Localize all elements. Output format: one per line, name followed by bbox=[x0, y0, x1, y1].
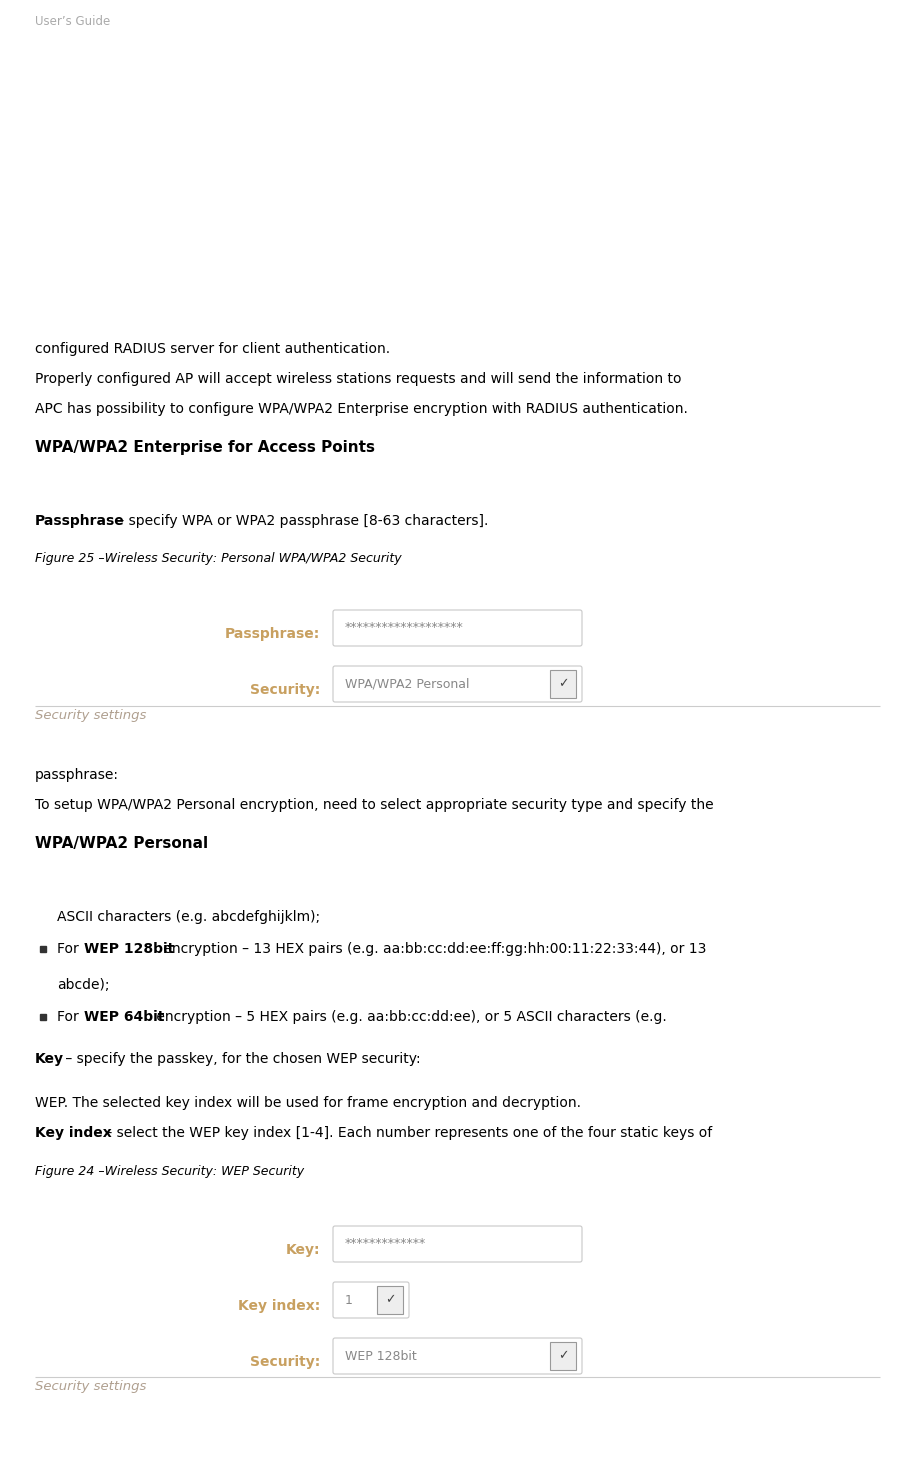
Text: Passphrase: Passphrase bbox=[35, 514, 125, 528]
Text: encryption – 5 HEX pairs (e.g. aa:bb:cc:dd:ee), or 5 ASCII characters (e.g.: encryption – 5 HEX pairs (e.g. aa:bb:cc:… bbox=[152, 1010, 667, 1025]
Text: User’s Guide: User’s Guide bbox=[35, 15, 110, 28]
Text: ✓: ✓ bbox=[384, 1294, 395, 1307]
Text: ✓: ✓ bbox=[558, 1350, 568, 1363]
Text: ASCII characters (e.g. abcdefghijklm);: ASCII characters (e.g. abcdefghijklm); bbox=[57, 910, 320, 924]
Text: 1: 1 bbox=[345, 1294, 357, 1307]
Text: configured RADIUS server for client authentication.: configured RADIUS server for client auth… bbox=[35, 342, 390, 356]
Text: WEP 128bit: WEP 128bit bbox=[345, 1350, 416, 1363]
Text: Key: Key bbox=[35, 1052, 64, 1066]
Text: For: For bbox=[57, 942, 83, 955]
FancyBboxPatch shape bbox=[333, 1338, 582, 1373]
Text: WEP 64bit: WEP 64bit bbox=[84, 1010, 164, 1025]
Text: abcde);: abcde); bbox=[57, 977, 109, 992]
Text: To setup WPA/WPA2 Personal encryption, need to select appropriate security type : To setup WPA/WPA2 Personal encryption, n… bbox=[35, 798, 713, 813]
Text: For: For bbox=[57, 1010, 83, 1025]
FancyBboxPatch shape bbox=[550, 1342, 576, 1370]
Text: Passphrase:: Passphrase: bbox=[225, 627, 320, 640]
FancyBboxPatch shape bbox=[550, 670, 576, 698]
Text: WPA/WPA2 Personal: WPA/WPA2 Personal bbox=[345, 677, 469, 690]
Text: WPA/WPA2 Enterprise for Access Points: WPA/WPA2 Enterprise for Access Points bbox=[35, 440, 375, 455]
Text: WEP. The selected key index will be used for frame encryption and decryption.: WEP. The selected key index will be used… bbox=[35, 1097, 581, 1110]
Text: – specify the passkey, for the chosen WEP security:: – specify the passkey, for the chosen WE… bbox=[61, 1052, 421, 1066]
Text: Security:: Security: bbox=[250, 683, 320, 698]
Text: encryption – 13 HEX pairs (e.g. aa:bb:cc:dd:ee:ff:gg:hh:00:11:22:33:44), or 13: encryption – 13 HEX pairs (e.g. aa:bb:cc… bbox=[159, 942, 706, 955]
Text: Properly configured AP will accept wireless stations requests and will send the : Properly configured AP will accept wirel… bbox=[35, 372, 681, 386]
Text: Security settings: Security settings bbox=[35, 1381, 147, 1393]
Text: WPA/WPA2 Personal: WPA/WPA2 Personal bbox=[35, 836, 208, 851]
Text: Figure 25 –Wireless Security: Personal WPA/WPA2 Security: Figure 25 –Wireless Security: Personal W… bbox=[35, 552, 402, 565]
Text: Figure 24 –Wireless Security: WEP Security: Figure 24 –Wireless Security: WEP Securi… bbox=[35, 1164, 304, 1178]
Text: Key index:: Key index: bbox=[238, 1298, 320, 1313]
FancyBboxPatch shape bbox=[333, 609, 582, 646]
Text: ✓: ✓ bbox=[558, 677, 568, 690]
Text: – specify WPA or WPA2 passphrase [8-63 characters].: – specify WPA or WPA2 passphrase [8-63 c… bbox=[113, 514, 488, 528]
Text: *************: ************* bbox=[345, 1238, 426, 1251]
Text: passphrase:: passphrase: bbox=[35, 768, 119, 782]
Text: Key:: Key: bbox=[285, 1242, 320, 1257]
Text: Security settings: Security settings bbox=[35, 710, 147, 721]
Text: Key index: Key index bbox=[35, 1126, 112, 1139]
Text: WEP 128bit: WEP 128bit bbox=[84, 942, 174, 955]
FancyBboxPatch shape bbox=[377, 1287, 403, 1314]
FancyBboxPatch shape bbox=[333, 1282, 409, 1317]
Text: APC has possibility to configure WPA/WPA2 Enterprise encryption with RADIUS auth: APC has possibility to configure WPA/WPA… bbox=[35, 402, 688, 417]
FancyBboxPatch shape bbox=[333, 1226, 582, 1262]
Text: Security:: Security: bbox=[250, 1356, 320, 1369]
FancyBboxPatch shape bbox=[333, 665, 582, 702]
Text: *******************: ******************* bbox=[345, 621, 464, 634]
Text: - select the WEP key index [1-4]. Each number represents one of the four static : - select the WEP key index [1-4]. Each n… bbox=[103, 1126, 712, 1139]
